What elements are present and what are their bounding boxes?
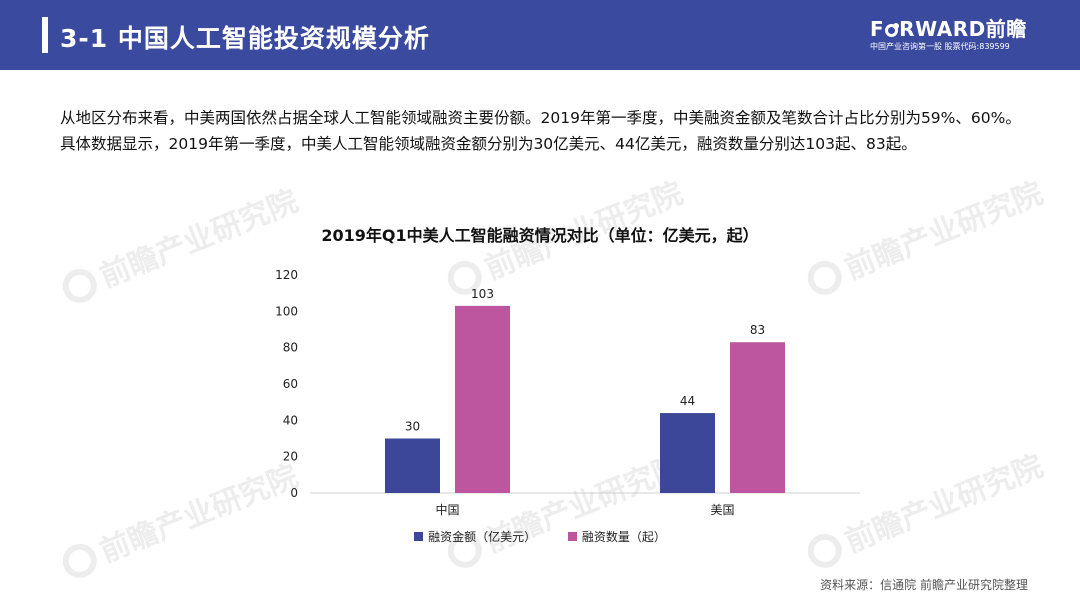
legend-label-count: 融资数量（起） [581,530,666,544]
bar-amount-0 [385,438,440,493]
title-accent-bar [42,17,48,53]
source-note: 资料来源：信通院 前瞻产业研究院整理 [820,578,1028,592]
brand-tagline: 中国产业咨询第一股 股票代码:839599 [870,42,1010,51]
y-tick-label: 40 [283,413,298,427]
x-category-label: 中国 [435,502,459,517]
y-tick-label: 120 [275,268,298,282]
brand-wordmark: F RWARD前瞻 [870,18,1040,40]
legend-item-amount: 融资金额（亿美元） [414,528,536,545]
data-label: 30 [405,420,420,434]
data-label: 83 [750,323,765,337]
legend-label-amount: 融资金额（亿美元） [428,530,537,544]
data-label: 44 [680,394,695,408]
legend-swatch-count [567,532,577,541]
brand-prefix: F [870,17,885,41]
brand-o-icon [885,23,900,37]
y-tick-label: 0 [290,486,298,500]
data-label: 103 [471,287,494,301]
header-band: 3-1 中国人工智能投资规模分析 F RWARD前瞻 中国产业咨询第一股 股票代码… [0,0,1080,70]
chart-legend: 融资金额（亿美元） 融资数量（起） [0,528,1080,545]
bar-amount-1 [660,413,715,493]
y-tick-label: 100 [275,304,298,318]
y-tick-label: 20 [283,450,298,464]
y-tick-label: 80 [283,341,298,355]
chart-title: 2019年Q1中美人工智能融资情况对比（单位：亿美元，起） [321,226,759,245]
legend-item-count: 融资数量（起） [567,528,666,545]
bar-count-1 [730,342,785,493]
page-title: 3-1 中国人工智能投资规模分析 [60,24,430,53]
intro-paragraph: 从地区分布来看，中美两国依然占据全球人工智能领域融资主要份额。2019年第一季度… [60,109,1021,153]
x-category-label: 美国 [710,503,734,517]
y-tick-label: 60 [283,377,298,391]
brand-suffix: RWARD前瞻 [899,17,1027,41]
brand-logo: F RWARD前瞻 中国产业咨询第一股 股票代码:839599 [870,18,1040,53]
bar-count-0 [455,305,510,493]
legend-swatch-amount [414,532,424,541]
